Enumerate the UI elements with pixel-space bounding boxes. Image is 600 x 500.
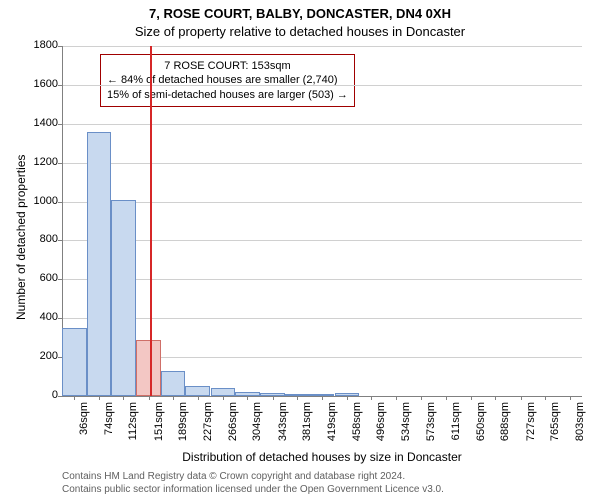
gridline xyxy=(62,318,582,319)
annotation-line3: 15% of semi-detached houses are larger (… xyxy=(107,88,348,102)
gridline xyxy=(62,85,582,86)
chart-container: 7, ROSE COURT, BALBY, DONCASTER, DN4 0XH… xyxy=(0,0,600,500)
histogram-bar xyxy=(161,371,186,396)
x-tick xyxy=(446,396,447,400)
gridline xyxy=(62,202,582,203)
x-tick-label: 803sqm xyxy=(574,402,586,462)
x-tick xyxy=(223,396,224,400)
x-tick-label: 227sqm xyxy=(202,402,214,462)
annotation-line1: 7 ROSE COURT: 153sqm xyxy=(107,59,348,73)
x-tick xyxy=(198,396,199,400)
gridline xyxy=(62,279,582,280)
x-tick xyxy=(570,396,571,400)
footer-attribution: Contains HM Land Registry data © Crown c… xyxy=(62,470,444,496)
y-tick-label: 200 xyxy=(26,350,58,362)
x-tick-label: 727sqm xyxy=(525,402,537,462)
x-tick xyxy=(396,396,397,400)
x-tick-label: 266sqm xyxy=(227,402,239,462)
x-tick xyxy=(273,396,274,400)
y-tick-label: 0 xyxy=(26,389,58,401)
x-tick xyxy=(322,396,323,400)
x-tick-label: 765sqm xyxy=(549,402,561,462)
x-tick xyxy=(521,396,522,400)
x-tick xyxy=(99,396,100,400)
gridline xyxy=(62,240,582,241)
y-tick-label: 1200 xyxy=(26,156,58,168)
gridline xyxy=(62,163,582,164)
reference-line xyxy=(150,46,152,396)
x-tick-label: 151sqm xyxy=(153,402,165,462)
x-tick-label: 36sqm xyxy=(78,402,90,462)
y-tick-label: 1000 xyxy=(26,195,58,207)
y-tick-label: 600 xyxy=(26,272,58,284)
x-tick-label: 381sqm xyxy=(301,402,313,462)
annotation-box: 7 ROSE COURT: 153sqm ← 84% of detached h… xyxy=(100,54,355,107)
x-tick-label: 688sqm xyxy=(499,402,511,462)
x-tick-label: 496sqm xyxy=(375,402,387,462)
y-tick-label: 1800 xyxy=(26,39,58,51)
chart-title-line1: 7, ROSE COURT, BALBY, DONCASTER, DN4 0XH xyxy=(0,6,600,21)
gridline xyxy=(62,46,582,47)
x-tick xyxy=(545,396,546,400)
x-tick-label: 189sqm xyxy=(177,402,189,462)
chart-title-line2: Size of property relative to detached ho… xyxy=(0,24,600,39)
histogram-bar xyxy=(185,386,210,396)
x-tick xyxy=(74,396,75,400)
y-tick-label: 400 xyxy=(26,311,58,323)
x-tick xyxy=(149,396,150,400)
y-tick-label: 1600 xyxy=(26,78,58,90)
y-tick-label: 1400 xyxy=(26,117,58,129)
x-tick-label: 304sqm xyxy=(251,402,263,462)
gridline xyxy=(62,124,582,125)
histogram-bar xyxy=(136,340,161,396)
x-tick-label: 458sqm xyxy=(351,402,363,462)
footer-line1: Contains HM Land Registry data © Crown c… xyxy=(62,470,444,483)
y-tick-label: 800 xyxy=(26,233,58,245)
x-tick-label: 343sqm xyxy=(277,402,289,462)
x-tick-label: 534sqm xyxy=(400,402,412,462)
histogram-bar xyxy=(87,132,112,396)
x-tick xyxy=(297,396,298,400)
x-tick xyxy=(495,396,496,400)
histogram-bar xyxy=(62,328,87,396)
footer-line2: Contains public sector information licen… xyxy=(62,483,444,496)
histogram-bar xyxy=(111,200,136,396)
x-tick xyxy=(421,396,422,400)
x-tick xyxy=(371,396,372,400)
x-tick-label: 74sqm xyxy=(103,402,115,462)
x-tick-label: 611sqm xyxy=(450,402,462,462)
x-tick-label: 573sqm xyxy=(425,402,437,462)
x-tick-label: 650sqm xyxy=(475,402,487,462)
x-tick xyxy=(123,396,124,400)
x-tick-label: 419sqm xyxy=(326,402,338,462)
histogram-bar xyxy=(211,388,236,396)
x-tick xyxy=(347,396,348,400)
x-tick xyxy=(471,396,472,400)
x-tick-label: 112sqm xyxy=(127,402,139,462)
x-tick xyxy=(173,396,174,400)
x-tick xyxy=(247,396,248,400)
